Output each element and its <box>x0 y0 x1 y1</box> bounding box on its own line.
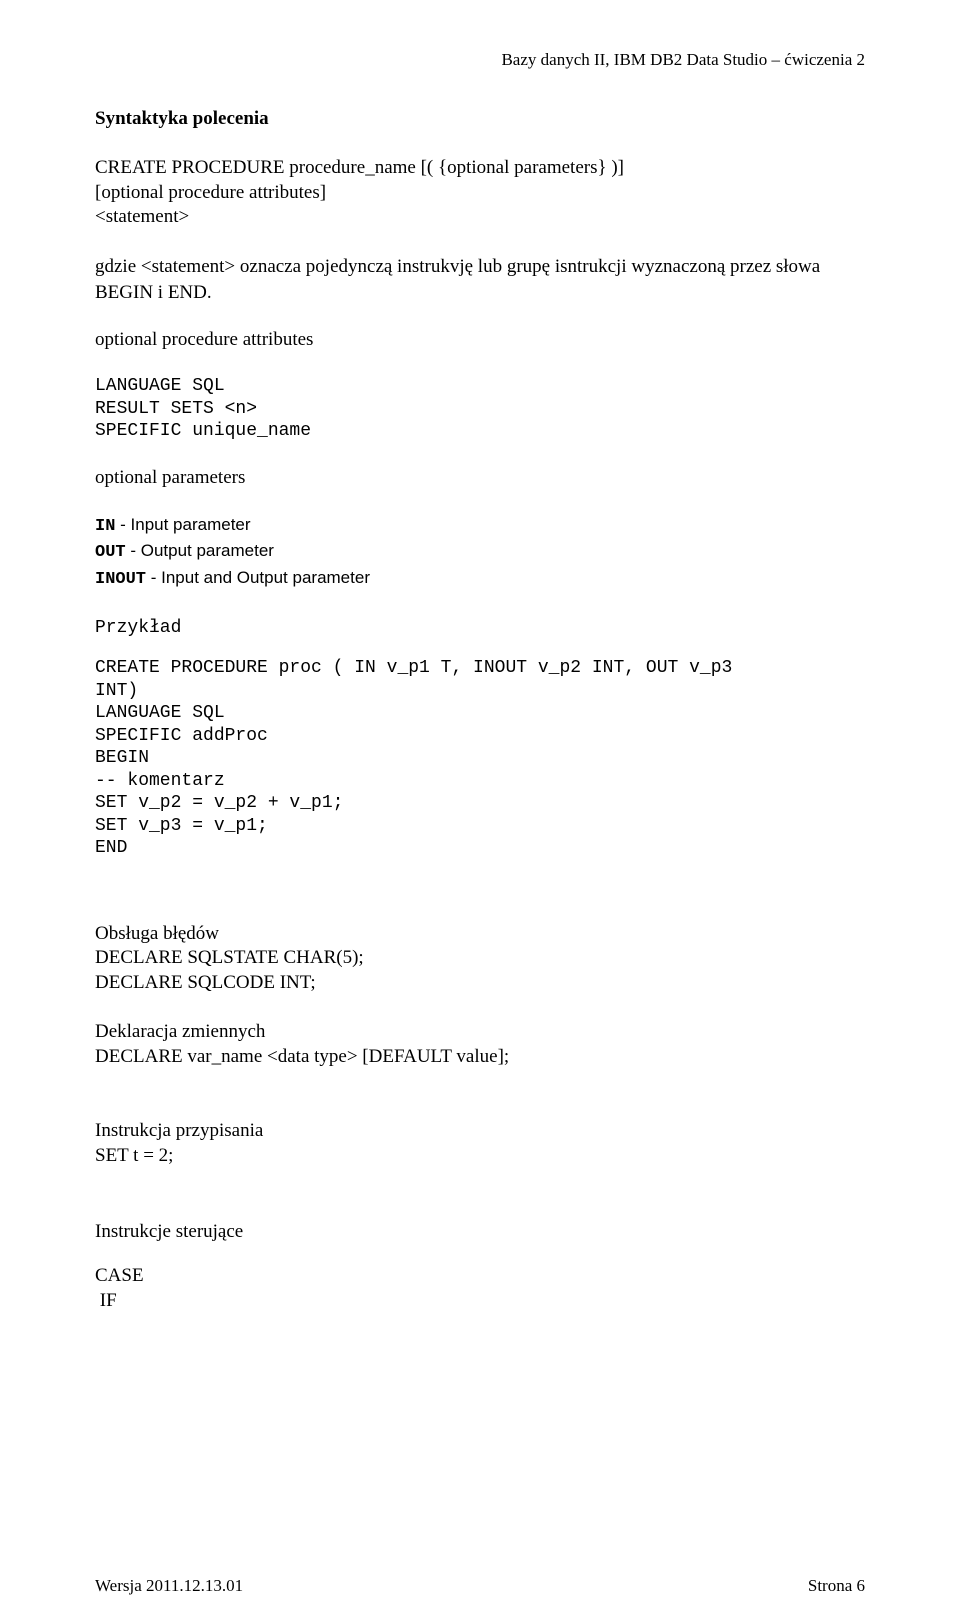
section-title: Syntaktyka polecenia <box>95 108 865 130</box>
params-list: IN - Input parameter OUT - Output parame… <box>95 513 865 593</box>
var-decl-block: Deklaracja zmiennych DECLARE var_name <d… <box>95 1020 865 1069</box>
error-handling-line1: DECLARE SQLSTATE CHAR(5); <box>95 947 364 968</box>
param-in-kw: IN <box>95 517 115 536</box>
attrs-code-block: LANGUAGE SQL RESULT SETS <n> SPECIFIC un… <box>95 375 865 443</box>
footer-right: Strona 6 <box>808 1576 865 1596</box>
control-title: Instrukcje sterujące <box>95 1219 865 1245</box>
error-handling-line2: DECLARE SQLCODE INT; <box>95 972 316 993</box>
error-handling-block: Obsługa błędów DECLARE SQLSTATE CHAR(5);… <box>95 922 865 996</box>
example-label: Przykład <box>95 617 865 640</box>
param-out: OUT - Output parameter <box>95 539 865 566</box>
param-inout-kw: INOUT <box>95 570 146 589</box>
page-footer: Wersja 2011.12.13.01 Strona 6 <box>95 1576 865 1596</box>
param-out-kw: OUT <box>95 543 126 562</box>
statement-note: gdzie <statement> oznacza pojedynczą ins… <box>95 254 865 305</box>
page-container: Bazy danych II, IBM DB2 Data Studio – ćw… <box>0 0 960 1624</box>
var-decl-title: Deklaracja zmiennych <box>95 1021 265 1042</box>
control-list: CASE IF <box>95 1264 865 1313</box>
syntax-block: CREATE PROCEDURE procedure_name [( {opti… <box>95 156 865 230</box>
example-code-block: CREATE PROCEDURE proc ( IN v_p1 T, INOUT… <box>95 657 865 860</box>
var-decl-line1: DECLARE var_name <data type> [DEFAULT va… <box>95 1046 509 1067</box>
error-handling-title: Obsługa błędów <box>95 923 219 944</box>
param-inout: INOUT - Input and Output parameter <box>95 566 865 593</box>
param-out-desc: - Output parameter <box>126 541 274 560</box>
param-inout-desc: - Input and Output parameter <box>146 568 370 587</box>
assign-title: Instrukcja przypisania <box>95 1120 263 1141</box>
params-heading: optional parameters <box>95 467 865 489</box>
assign-line1: SET t = 2; <box>95 1145 173 1166</box>
param-in: IN - Input parameter <box>95 513 865 540</box>
attrs-heading: optional procedure attributes <box>95 329 865 351</box>
footer-left: Wersja 2011.12.13.01 <box>95 1576 243 1596</box>
param-in-desc: - Input parameter <box>115 515 250 534</box>
assign-block: Instrukcja przypisania SET t = 2; <box>95 1119 865 1168</box>
page-header-right: Bazy danych II, IBM DB2 Data Studio – ćw… <box>95 50 865 70</box>
